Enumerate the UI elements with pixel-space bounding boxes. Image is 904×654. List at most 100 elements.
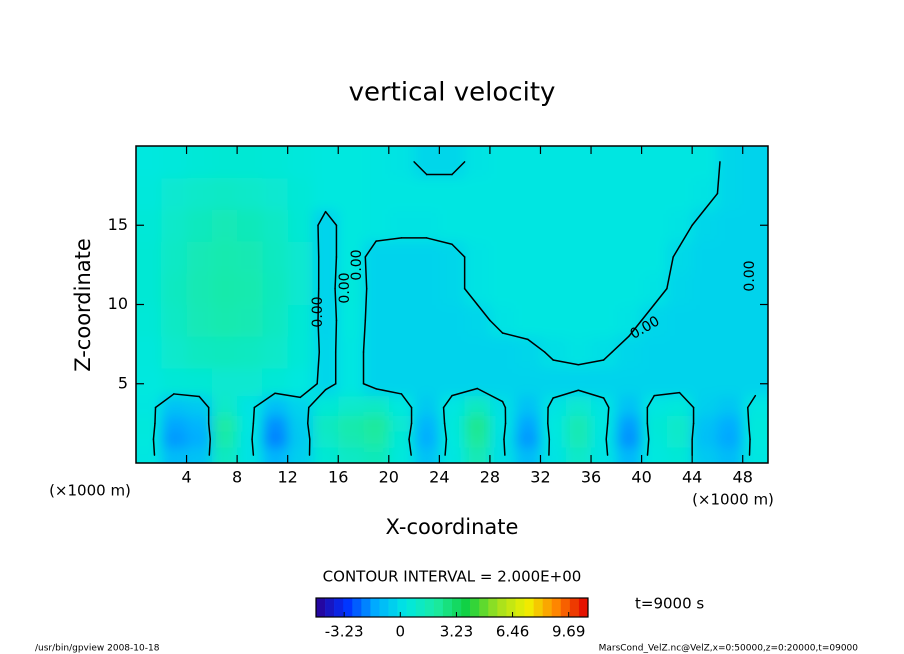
x-unit-label: (×1000 m) bbox=[692, 491, 774, 509]
colorbar-cell bbox=[551, 598, 562, 617]
field-cell bbox=[186, 447, 213, 463]
field-cell bbox=[565, 367, 592, 397]
field-cell bbox=[489, 447, 516, 463]
contour-line bbox=[364, 256, 368, 290]
field-cell bbox=[666, 447, 693, 463]
field-cell bbox=[161, 415, 188, 432]
x-tick-label: 32 bbox=[530, 468, 550, 487]
contour-line bbox=[364, 287, 368, 322]
colorbar-cell bbox=[569, 598, 580, 617]
field-cell bbox=[742, 304, 768, 337]
contour-line bbox=[251, 438, 255, 456]
field-cell bbox=[692, 431, 718, 448]
x-tick-label: 44 bbox=[682, 468, 702, 487]
field-cell bbox=[666, 304, 693, 337]
colorbar-cell bbox=[578, 598, 589, 617]
field-cell bbox=[464, 431, 491, 448]
field-cell bbox=[211, 272, 238, 305]
field-cell bbox=[161, 209, 188, 242]
field-cell bbox=[338, 241, 365, 274]
field-cell bbox=[742, 146, 768, 179]
x-tick-label: 8 bbox=[232, 468, 242, 487]
contour-line bbox=[324, 383, 337, 391]
chart-title: vertical velocity bbox=[349, 78, 556, 108]
field-cell bbox=[186, 146, 213, 179]
field-cell bbox=[540, 447, 567, 463]
field-cell bbox=[262, 336, 289, 369]
field-cell bbox=[414, 304, 440, 337]
field-cell bbox=[414, 415, 440, 432]
footer-right: MarsCond_VelZ.nc@VelZ,x=0:50000,z=0:2000… bbox=[599, 644, 859, 654]
contour-line bbox=[198, 395, 210, 409]
field-cell bbox=[565, 177, 592, 210]
field-cell bbox=[591, 431, 617, 448]
x-tick-label: 16 bbox=[328, 468, 348, 487]
contour-line bbox=[602, 397, 610, 409]
colorbar-cell bbox=[388, 598, 398, 617]
field-cell bbox=[439, 395, 466, 416]
field-cell bbox=[565, 447, 592, 463]
field-cell bbox=[414, 177, 440, 210]
x-tick-label: 4 bbox=[181, 468, 191, 487]
contour-line bbox=[307, 422, 311, 440]
field-cell bbox=[414, 395, 440, 416]
field-cell bbox=[616, 209, 643, 242]
field-cell bbox=[211, 336, 238, 369]
field-cell bbox=[287, 177, 314, 210]
field-cell bbox=[388, 447, 415, 463]
field-cell bbox=[489, 241, 516, 274]
field-cell bbox=[363, 177, 390, 210]
field-cell bbox=[414, 336, 440, 369]
field-cell bbox=[388, 367, 415, 397]
colorbar-cell bbox=[433, 598, 444, 617]
field-cell bbox=[464, 272, 491, 305]
field-cell bbox=[388, 241, 415, 274]
field-cell bbox=[439, 367, 466, 397]
contour-line bbox=[704, 192, 719, 211]
contour-line bbox=[400, 393, 413, 409]
contour-line bbox=[747, 394, 757, 409]
field-cell bbox=[363, 146, 390, 179]
field-cell bbox=[591, 395, 617, 416]
field-cell bbox=[540, 272, 567, 305]
field-cell bbox=[312, 241, 339, 274]
field-cell bbox=[515, 177, 541, 210]
contour-line bbox=[501, 332, 529, 341]
contour-label: 0.00 bbox=[742, 260, 758, 291]
field-cell bbox=[287, 415, 314, 432]
contour-line bbox=[691, 208, 706, 226]
field-cell bbox=[666, 336, 693, 369]
field-cell bbox=[666, 367, 693, 397]
colorbar-cell bbox=[352, 598, 362, 617]
field-cell bbox=[186, 367, 213, 397]
contours bbox=[152, 161, 757, 456]
field-cell bbox=[540, 177, 567, 210]
field-cell bbox=[742, 336, 768, 369]
field-cell bbox=[616, 447, 643, 463]
field-cell bbox=[237, 336, 263, 369]
field-cell bbox=[136, 447, 162, 463]
field-cell bbox=[414, 367, 440, 397]
field-cell bbox=[591, 209, 617, 242]
contour-label: 0.00 bbox=[349, 249, 365, 280]
contour-line bbox=[443, 422, 448, 440]
field-cell bbox=[414, 146, 440, 179]
field-cell bbox=[692, 367, 718, 397]
contour-line bbox=[476, 303, 491, 322]
contour-line bbox=[375, 388, 403, 395]
contour-line bbox=[442, 394, 453, 409]
field-cell bbox=[186, 241, 213, 274]
field-cell bbox=[717, 395, 744, 416]
time-label: t=9000 s bbox=[635, 595, 704, 613]
field-cell bbox=[363, 395, 390, 416]
field-cell bbox=[742, 241, 768, 274]
field-cell bbox=[666, 431, 693, 448]
x-tick-label: 12 bbox=[278, 468, 298, 487]
field-cell bbox=[161, 272, 188, 305]
field-cell bbox=[666, 177, 693, 210]
field-cell bbox=[616, 431, 643, 448]
field-cell bbox=[717, 431, 744, 448]
field-cell bbox=[565, 395, 592, 416]
field-cell bbox=[186, 209, 213, 242]
field-cell bbox=[641, 336, 668, 369]
